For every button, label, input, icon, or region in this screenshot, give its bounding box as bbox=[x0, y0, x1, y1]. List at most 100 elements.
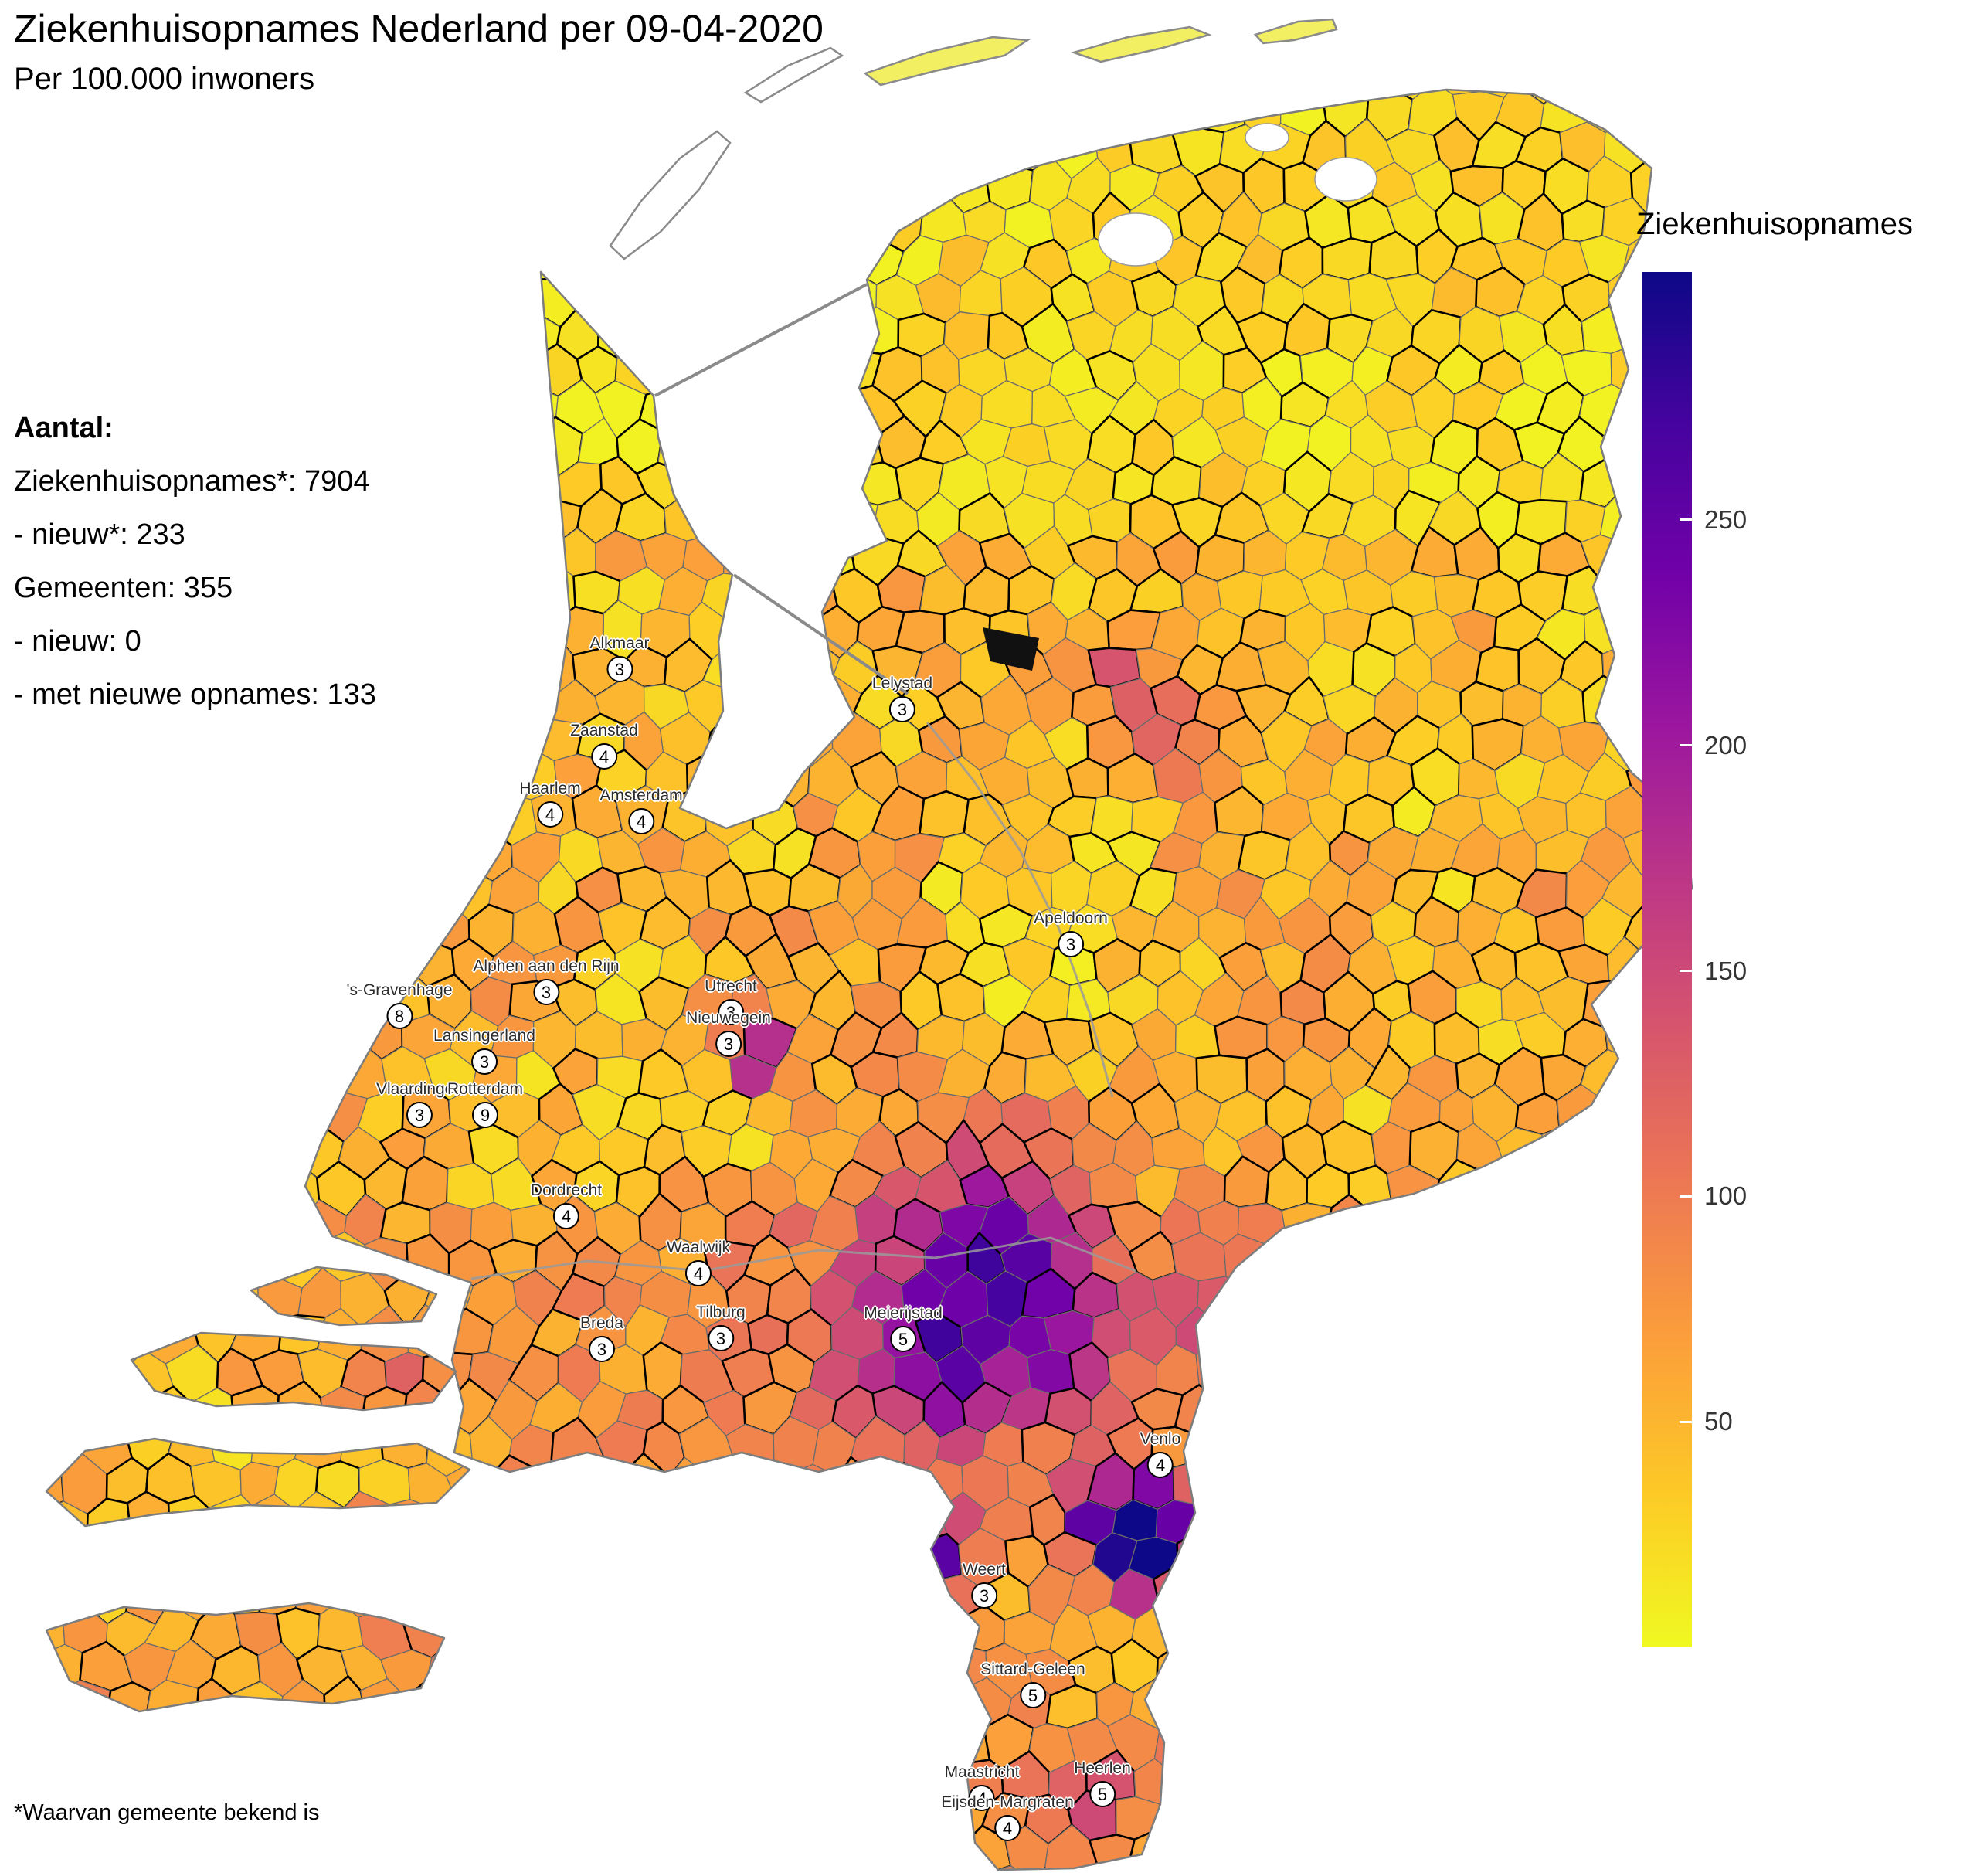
municipality-cell bbox=[809, 376, 863, 437]
legend-gradient-bar bbox=[1642, 272, 1692, 1647]
municipality-cell bbox=[1541, 12, 1586, 58]
municipality-cell bbox=[1561, 90, 1611, 95]
municipality-cell bbox=[852, 461, 902, 507]
municipality-cell bbox=[511, 535, 562, 577]
municipality-cell bbox=[1428, 1529, 1482, 1582]
municipality-cell bbox=[1713, 461, 1758, 509]
municipality-cell bbox=[1707, 13, 1756, 65]
municipality-cell bbox=[1364, 1788, 1415, 1845]
municipality-cell bbox=[83, 1120, 135, 1178]
municipality-cell bbox=[60, 1232, 110, 1286]
municipality-cell bbox=[1602, 1752, 1653, 1802]
municipality-cell bbox=[895, 1720, 945, 1773]
municipality-cell bbox=[493, 344, 535, 391]
municipality-cell bbox=[59, 716, 112, 767]
municipality-cell bbox=[1537, 1571, 1588, 1615]
municipality-cell bbox=[1686, 1234, 1692, 1286]
municipality-cell bbox=[765, 1864, 820, 1870]
municipality-cell bbox=[124, 229, 172, 284]
municipality-cell bbox=[1197, 1276, 1243, 1328]
municipality-cell bbox=[1004, 90, 1049, 103]
municipality-cell bbox=[1195, 1868, 1248, 1870]
municipality-cell bbox=[147, 1534, 197, 1585]
municipality-cell bbox=[274, 1013, 326, 1068]
municipality-cell bbox=[315, 934, 365, 994]
municipality-cell bbox=[237, 1232, 283, 1283]
municipality-cell bbox=[1244, 1564, 1287, 1620]
municipality-cell bbox=[1690, 1306, 1692, 1358]
municipality-cell bbox=[1710, 157, 1756, 213]
municipality-cell bbox=[1541, 1127, 1589, 1176]
municipality-cell bbox=[1351, 1388, 1398, 1432]
municipality-cell bbox=[896, 162, 947, 215]
island-schiermonnikoog bbox=[1253, 18, 1338, 45]
municipality-cell bbox=[643, 236, 688, 288]
municipality-cell bbox=[707, 1609, 754, 1660]
municipality-cell bbox=[1578, 1569, 1625, 1621]
municipality-cell bbox=[1710, 1130, 1758, 1174]
municipality-cell bbox=[297, 1046, 347, 1104]
footnote: *Waarvan gemeente bekend is bbox=[14, 1800, 320, 1825]
municipality-cell bbox=[750, 1827, 797, 1870]
municipality-cell bbox=[189, 125, 242, 175]
municipality-cell bbox=[1604, 0, 1646, 24]
municipality-cell bbox=[46, 1378, 64, 1433]
municipality-cell bbox=[314, 788, 369, 844]
municipality-cell bbox=[1476, 1234, 1524, 1290]
municipality-cell bbox=[1558, 1382, 1610, 1440]
municipality-cell bbox=[855, 9, 899, 58]
municipality-cell bbox=[593, 1497, 645, 1551]
municipality-cell bbox=[421, 1866, 472, 1870]
municipality-cell bbox=[493, 193, 542, 251]
municipality-cell bbox=[189, 794, 232, 838]
municipality-cell bbox=[895, 1567, 944, 1616]
municipality-cell bbox=[510, 681, 558, 729]
page-subtitle: Per 100.000 inwoners bbox=[14, 62, 315, 96]
municipality-cell bbox=[1218, 1311, 1267, 1365]
municipality-cell bbox=[725, 1423, 775, 1476]
municipality-cell bbox=[46, 1268, 89, 1320]
municipality-cell bbox=[79, 1722, 128, 1769]
municipality-cell bbox=[381, 1796, 431, 1845]
municipality-cell bbox=[1300, 1604, 1349, 1664]
municipality-cell bbox=[165, 977, 218, 1024]
municipality-cell bbox=[125, 900, 177, 951]
municipality-cell bbox=[1300, 1458, 1351, 1507]
municipality-cell bbox=[146, 117, 197, 176]
municipality-cell bbox=[470, 90, 516, 138]
municipality-cell bbox=[834, 423, 884, 469]
municipality-cell bbox=[603, 1787, 647, 1841]
municipality-cell bbox=[105, 1157, 151, 1209]
stats-line-admissions: Ziekenhuisopnames*: 7904 bbox=[14, 465, 370, 498]
municipality-cell bbox=[1200, 1500, 1248, 1552]
municipality-cell bbox=[46, 1167, 68, 1212]
municipality-cell bbox=[1278, 1268, 1327, 1325]
municipality-cell bbox=[1436, 1760, 1477, 1806]
municipality-cell bbox=[706, 199, 755, 243]
municipality-cell bbox=[722, 1491, 773, 1541]
municipality-cell bbox=[467, 308, 520, 359]
municipality-cell bbox=[850, 1715, 898, 1764]
municipality-cell bbox=[83, 977, 131, 1023]
municipality-cell bbox=[617, 1600, 667, 1657]
municipality-cell bbox=[680, 1570, 729, 1623]
municipality-cell bbox=[1173, 1460, 1227, 1507]
municipality-cell bbox=[623, 1749, 667, 1809]
municipality-cell bbox=[84, 1200, 135, 1248]
municipality-cell bbox=[408, 273, 449, 324]
municipality-cell bbox=[1710, 1717, 1760, 1766]
municipality-cell bbox=[107, 1386, 154, 1430]
municipality-cell bbox=[187, 1823, 241, 1870]
municipality-cell bbox=[467, 749, 520, 800]
municipality-cell bbox=[637, 1499, 683, 1545]
municipality-cell bbox=[743, 125, 796, 180]
municipality-cell bbox=[40, 1871, 85, 1876]
municipality-cell bbox=[470, 459, 519, 509]
municipality-cell bbox=[1709, 1574, 1756, 1623]
municipality-cell bbox=[1303, 1306, 1354, 1361]
municipality-cell bbox=[1685, 1680, 1692, 1726]
municipality-cell bbox=[1601, 90, 1652, 96]
municipality-cell bbox=[122, 1864, 177, 1870]
municipality-cell bbox=[122, 828, 175, 879]
municipality-cell bbox=[467, 165, 517, 212]
